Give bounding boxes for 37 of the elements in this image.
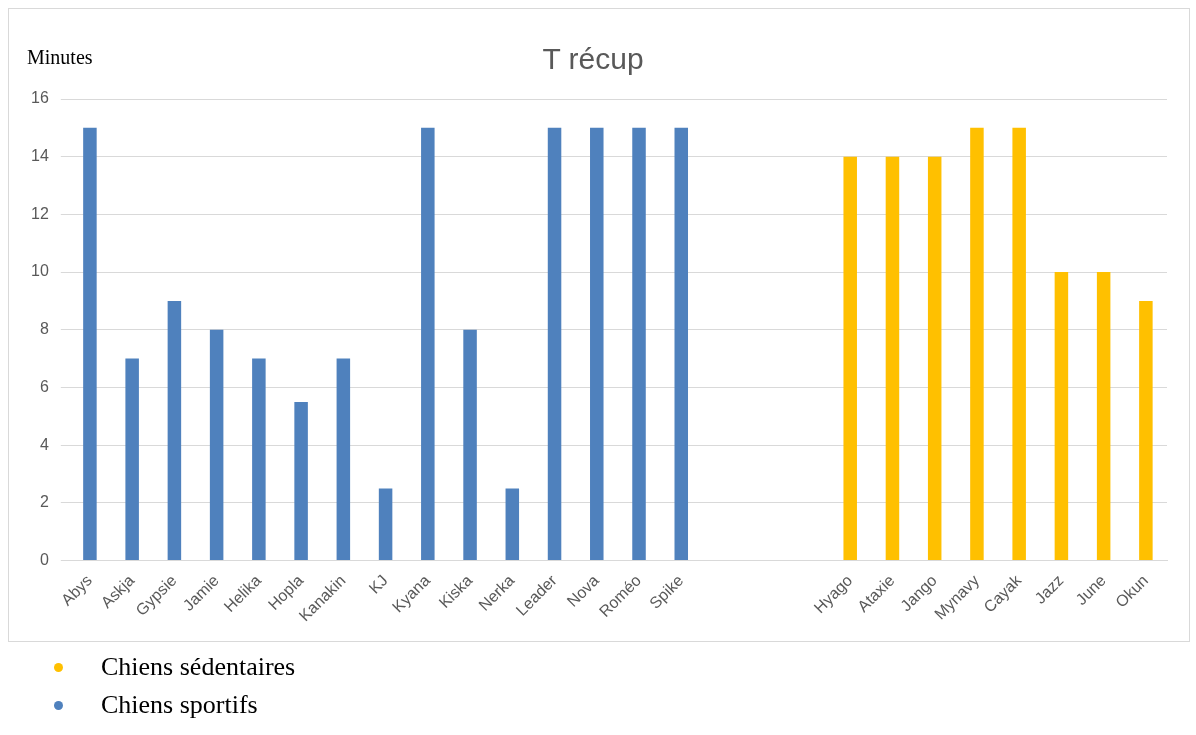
- bar: [632, 127, 646, 561]
- y-tick-label: 0: [39, 550, 49, 568]
- bar: [421, 127, 435, 561]
- bar: [294, 401, 308, 561]
- bar: [843, 156, 857, 561]
- bar: [547, 127, 562, 561]
- bar: [1096, 272, 1111, 561]
- y-tick-label: 14: [31, 147, 49, 165]
- bar: [167, 300, 182, 561]
- bar: [125, 358, 139, 561]
- bar: [590, 127, 604, 561]
- bar: [463, 329, 477, 561]
- y-tick-label: 6: [39, 377, 49, 395]
- bar: [885, 156, 900, 561]
- bar: [252, 358, 266, 561]
- y-axis-title: Minutes: [27, 46, 93, 69]
- legend-label: Chiens sportifs: [101, 690, 258, 720]
- bar: [1012, 127, 1026, 561]
- y-tick-label: 2: [39, 493, 49, 511]
- y-tick-label: 8: [39, 320, 49, 338]
- bar: [1054, 272, 1069, 561]
- bar: [505, 488, 520, 561]
- bar: [927, 156, 942, 561]
- bar: [970, 127, 984, 561]
- x-tick-label: KJ: [365, 571, 391, 597]
- y-tick-label: 10: [31, 262, 49, 280]
- y-tick-label: 12: [31, 204, 49, 222]
- chart-title: T récup: [542, 42, 644, 76]
- bar: [674, 127, 689, 561]
- y-tick-label: 4: [39, 435, 49, 453]
- bar: [209, 329, 224, 561]
- y-tick-label: 16: [31, 89, 49, 107]
- bar: [336, 358, 351, 561]
- bar: [1139, 300, 1153, 561]
- bar: [378, 488, 393, 561]
- legend-label: Chiens sédentaires: [101, 652, 296, 682]
- bar: [83, 127, 97, 561]
